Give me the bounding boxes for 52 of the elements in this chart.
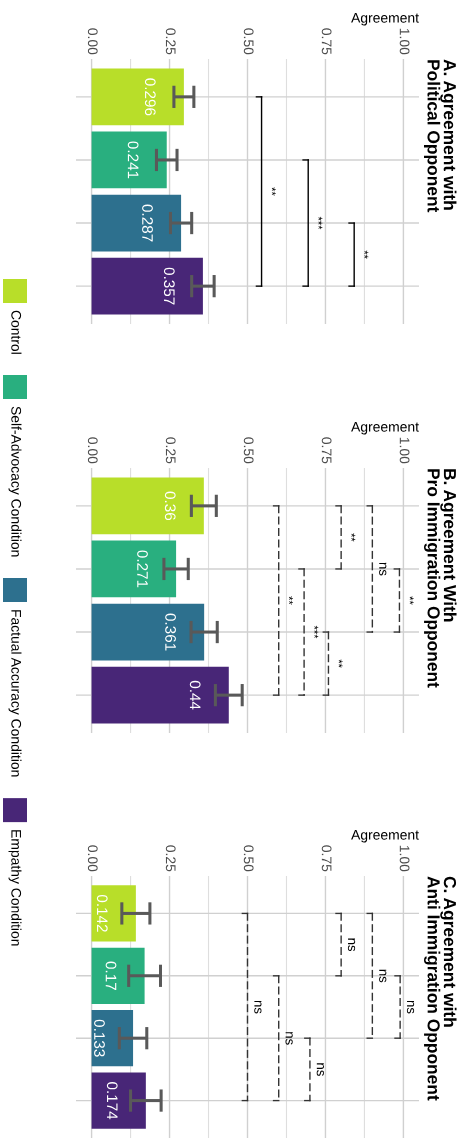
x-axis-title: Agreement [351,422,419,435]
data-label: 0.287 [142,204,153,242]
legend-label: Self-Advocacy Condition [8,406,22,557]
text: C. Agreement with Anti Immigration Opponent [424,876,457,1101]
annotation: ** [409,596,414,605]
x-tick-label: 0.50 [243,437,254,464]
annotation: ** [351,533,356,542]
annotation: ns [316,1063,324,1076]
x-tick-label: 0.25 [165,845,176,872]
annotation: ns [347,938,356,952]
annotation: ns [285,1032,293,1045]
x-tick-label: 1.00 [399,845,410,872]
data-label: 0.133 [94,1019,105,1057]
legend-label: Control [11,310,22,354]
x-tick-label: 0.50 [243,28,254,55]
legend-label: Factual Accuracy Condition [8,610,22,777]
data-label: 0.142 [96,894,108,932]
data-label: 0.241 [127,141,139,179]
data-label: 0.361 [165,613,176,651]
data-label: 0.357 [163,267,175,305]
x-tick-label: 0.75 [321,28,332,55]
data-label: 0.271 [137,550,148,588]
annotation: *** [318,216,323,230]
annotation: ns [406,1000,415,1014]
annotation: ** [338,659,343,668]
x-tick-label: 1.00 [399,437,410,464]
text: A. Agreement with Political Opponent [424,59,457,213]
annotation: ** [271,187,276,196]
annotation: ns [254,1000,262,1014]
x-tick-label: 0.00 [87,28,98,55]
annotation: ** [364,250,369,259]
data-label: 0.174 [106,1082,118,1120]
annotation: ns [379,562,387,576]
legend-label: Empathy Condition [8,830,22,946]
annotation: ** [288,596,293,605]
x-axis-title: Agreement [351,13,419,26]
annotation: *** [314,625,319,639]
x-tick-label: 0.75 [321,845,332,872]
text: B. Agreement With Pro Immigration Opponent [424,469,457,688]
x-tick-label: 0.25 [165,28,176,55]
x-tick-label: 0.75 [321,437,332,464]
data-label: 0.44 [189,680,201,710]
x-tick-label: 1.00 [399,28,410,55]
x-axis-title: Agreement [351,830,419,843]
data-label: 0.36 [164,491,176,521]
data-label: 0.17 [105,961,117,990]
data-label: 0.296 [144,78,156,116]
x-tick-label: 0.00 [87,845,98,872]
annotation: ns [379,969,387,983]
x-tick-label: 0.50 [243,845,254,872]
x-tick-label: 0.00 [87,437,98,464]
x-tick-label: 0.25 [165,437,176,464]
